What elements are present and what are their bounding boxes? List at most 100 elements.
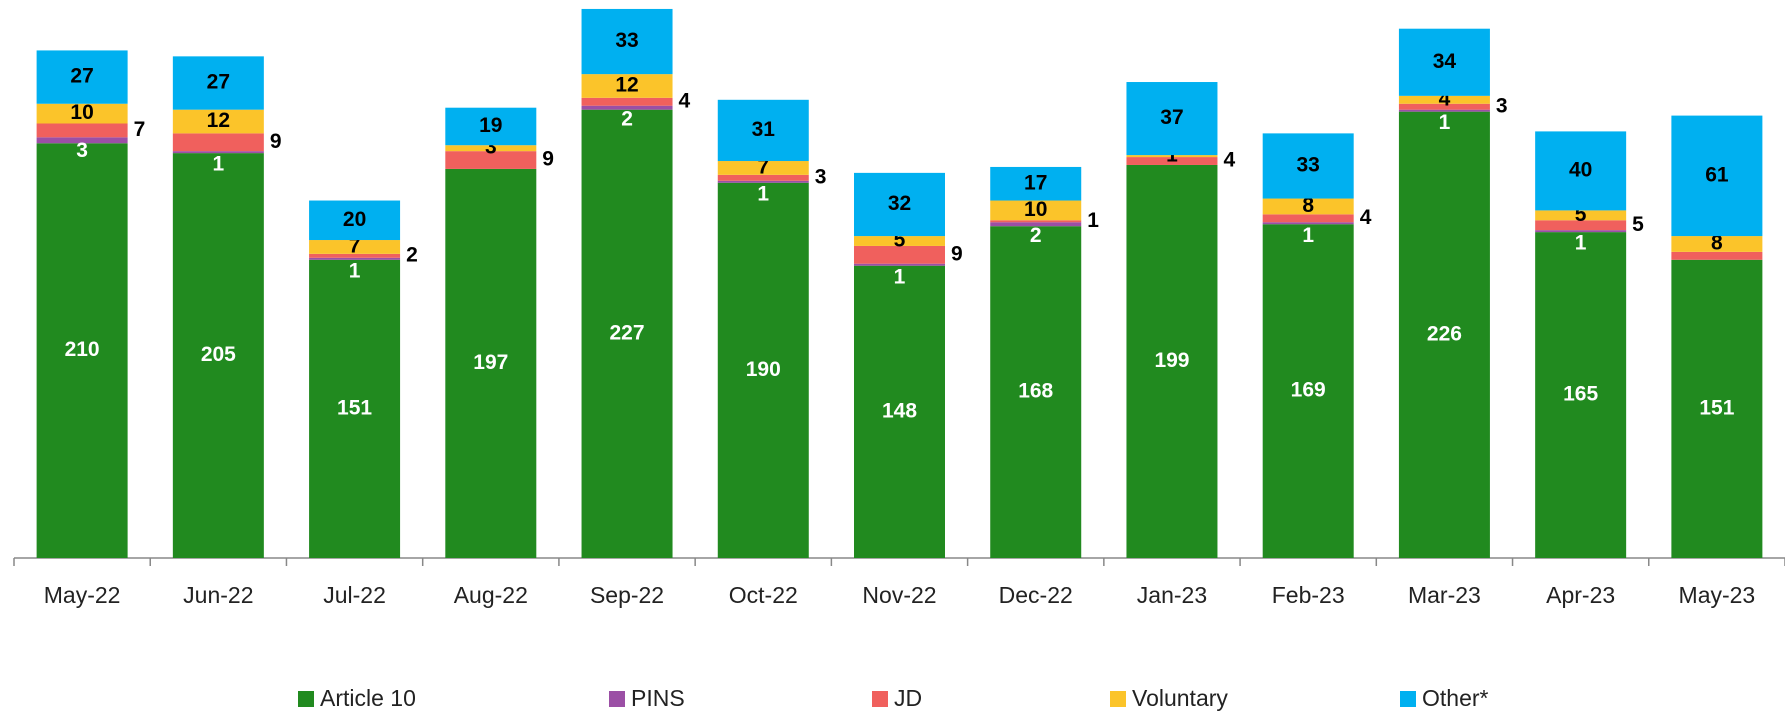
bar-segment	[309, 257, 401, 260]
data-label: 9	[542, 148, 554, 171]
data-label: 9	[270, 130, 282, 153]
data-label: 165	[1563, 383, 1598, 406]
data-label: 10	[1024, 198, 1047, 221]
data-label: 1	[757, 182, 769, 205]
data-label: 27	[207, 71, 230, 94]
data-label: 20	[343, 208, 366, 231]
data-label: 27	[70, 65, 93, 88]
x-tick-label: Feb-23	[1272, 582, 1345, 608]
bar-segment	[717, 161, 809, 175]
bar-segment	[1535, 230, 1627, 233]
bar-segment	[1398, 111, 1490, 559]
data-label: 226	[1427, 322, 1462, 345]
data-label: 12	[207, 109, 230, 132]
data-label: 1	[213, 153, 225, 176]
x-tick-label: Oct-22	[729, 582, 798, 608]
bar-segment	[1671, 115, 1763, 237]
bar-segment	[1262, 198, 1354, 215]
bar-segment	[1126, 164, 1218, 558]
data-label: 151	[1699, 396, 1734, 419]
legend-swatch	[872, 691, 888, 707]
data-label: 2	[1030, 224, 1042, 247]
data-label: 169	[1291, 379, 1326, 402]
x-tick-label: Apr-23	[1546, 582, 1615, 608]
bar-segment	[1535, 220, 1627, 231]
x-tick-label: Jul-22	[323, 582, 386, 608]
data-label: 4	[1223, 149, 1235, 172]
bar-segment	[445, 168, 537, 559]
x-tick-label: Mar-23	[1408, 582, 1481, 608]
data-label: 37	[1160, 106, 1183, 129]
x-tick-label: Jan-23	[1137, 582, 1207, 608]
bar-segment	[1262, 222, 1354, 225]
legend-label: PINS	[631, 685, 685, 711]
x-tick-label: Aug-22	[454, 582, 528, 608]
bar-segment	[990, 220, 1082, 223]
bar-segment	[172, 133, 264, 152]
legend-label: Voluntary	[1132, 685, 1228, 711]
bar-segment	[1671, 259, 1763, 558]
legend-swatch	[1110, 691, 1126, 707]
bar-segment	[1535, 210, 1627, 221]
bar-segment	[1126, 155, 1218, 158]
data-label: 151	[337, 396, 372, 419]
x-tick-label: Nov-22	[862, 582, 936, 608]
x-tick-label: Jun-22	[183, 582, 253, 608]
bar-segment	[172, 56, 264, 110]
data-label: 12	[615, 74, 638, 97]
bar-segment	[581, 109, 673, 559]
bar-segment	[172, 151, 264, 154]
bar-segment	[445, 145, 537, 152]
bar-segment	[1671, 236, 1763, 252]
bar-segment	[854, 265, 945, 558]
x-tick-label: May-22	[44, 582, 121, 608]
bar-segment	[1398, 103, 1490, 110]
bar-segment	[309, 200, 401, 241]
data-label: 19	[479, 114, 502, 137]
data-label: 8	[1711, 232, 1723, 255]
data-label: 197	[473, 351, 508, 374]
data-label: 9	[951, 242, 963, 265]
data-label: 1	[349, 259, 361, 282]
x-tick-label: Dec-22	[999, 582, 1073, 608]
bar-segment	[1262, 224, 1354, 558]
bar-segment	[581, 74, 673, 98]
bar-segment	[854, 245, 945, 264]
legend-swatch	[1400, 691, 1416, 707]
bar-segment	[36, 50, 128, 104]
legend-label: Other*	[1422, 685, 1489, 711]
bar-segment	[36, 137, 128, 144]
bar-segment	[36, 143, 128, 558]
bar-segment	[717, 182, 809, 558]
bar-segment	[717, 174, 809, 181]
data-label: 4	[1360, 206, 1372, 229]
data-label: 4	[679, 89, 691, 112]
bar-segment	[1671, 251, 1763, 260]
data-label: 7	[134, 118, 146, 141]
bar-segment	[309, 253, 401, 258]
data-label: 1	[1575, 232, 1587, 255]
bar-segment	[854, 263, 945, 266]
bar-segment	[854, 172, 945, 237]
bar-segment	[1535, 131, 1627, 211]
bar-segment	[990, 200, 1082, 221]
bar-segment	[581, 97, 673, 106]
data-label: 205	[201, 343, 236, 366]
data-label: 7	[757, 155, 769, 178]
data-label: 148	[882, 399, 917, 422]
data-label: 190	[746, 358, 781, 381]
bar-segment	[717, 180, 809, 183]
data-label: 3	[815, 165, 827, 188]
data-label: 33	[1297, 154, 1320, 177]
bar-segment	[36, 103, 128, 124]
data-label: 2	[621, 107, 633, 130]
bar-segment	[1535, 232, 1627, 558]
data-label: 199	[1154, 349, 1189, 372]
data-label: 1	[1087, 209, 1099, 232]
bar-segment	[1398, 109, 1490, 112]
data-label: 31	[752, 118, 776, 141]
data-label: 3	[1496, 94, 1508, 117]
data-label: 40	[1569, 158, 1592, 181]
bar-segment	[309, 240, 401, 254]
bar-segment	[172, 109, 264, 134]
